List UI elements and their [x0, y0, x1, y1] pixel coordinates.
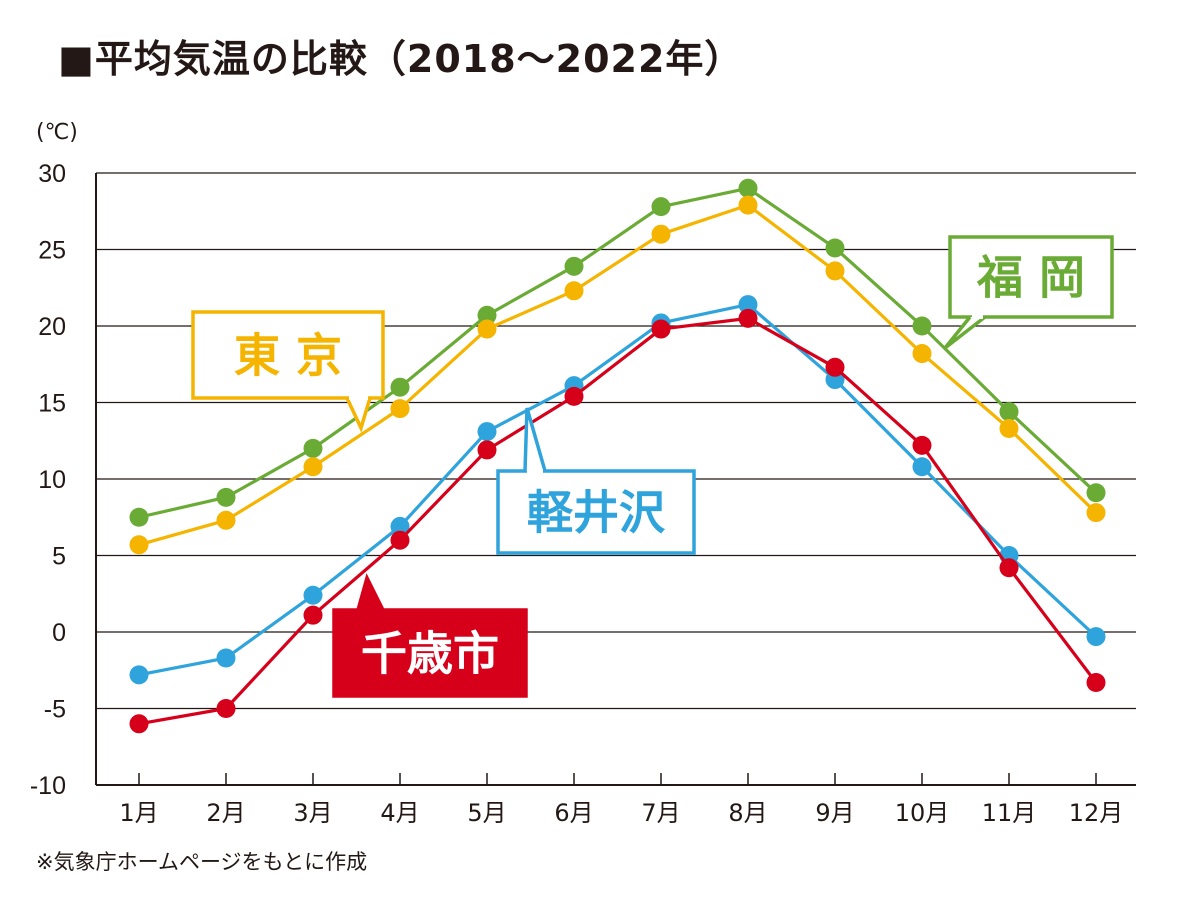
- data-point: [825, 238, 845, 258]
- data-point: [129, 507, 149, 527]
- data-point: [738, 295, 758, 315]
- callout-box: [496, 469, 696, 555]
- data-point: [216, 510, 236, 530]
- y-axis-unit-label: (℃): [36, 120, 78, 145]
- series-line: [138, 186, 1098, 519]
- data-point: [1086, 503, 1106, 523]
- data-point: [651, 319, 671, 339]
- data-point: [564, 281, 584, 301]
- data-point: [303, 585, 323, 605]
- x-tick-label: 1月: [119, 799, 158, 827]
- x-tick-label: 2月: [206, 799, 245, 827]
- series-line: [138, 302, 1098, 677]
- callout-pointer: [345, 397, 372, 433]
- y-tick-label: 5: [52, 543, 66, 571]
- data-point: [912, 435, 932, 455]
- data-point: [912, 344, 932, 364]
- callout-box: [332, 608, 528, 698]
- data-point: [129, 535, 149, 555]
- data-point: [477, 305, 497, 325]
- x-tick-label: 7月: [641, 799, 680, 827]
- series-label-text: 千歳市: [361, 627, 499, 681]
- data-point: [303, 605, 323, 625]
- data-point: [390, 377, 410, 397]
- y-tick-label: 25: [38, 237, 66, 265]
- x-tick-label: 9月: [815, 799, 854, 827]
- x-tick-label: 11月: [982, 799, 1037, 827]
- x-tick-label: 4月: [380, 799, 419, 827]
- data-point: [912, 316, 932, 336]
- callout-box: [948, 235, 1114, 319]
- data-point: [477, 440, 497, 460]
- data-point: [477, 422, 497, 442]
- data-point: [999, 558, 1019, 578]
- series-label-callout: 千歳市: [332, 573, 528, 698]
- data-point: [129, 665, 149, 685]
- x-tick-label: 10月: [895, 799, 950, 827]
- data-point: [825, 261, 845, 281]
- data-point: [738, 195, 758, 215]
- x-tick-label: 3月: [293, 799, 332, 827]
- series-label-text: 東 京: [234, 329, 342, 383]
- y-tick-label: 10: [38, 466, 66, 494]
- data-point: [477, 319, 497, 339]
- chart-title: ■平均気温の比較（2018〜2022年）: [58, 37, 744, 81]
- data-point: [1086, 627, 1106, 647]
- data-point: [216, 699, 236, 718]
- data-point: [129, 714, 149, 734]
- data-point: [303, 457, 323, 477]
- y-tick-label: 15: [38, 390, 66, 418]
- data-point: [651, 224, 671, 244]
- series-line: [138, 203, 1098, 547]
- data-point: [999, 419, 1019, 439]
- callout-pointer: [356, 573, 385, 611]
- callout-pointer: [523, 407, 547, 472]
- y-tick-label: 30: [38, 160, 66, 188]
- series-label-text: 軽井沢: [527, 486, 666, 540]
- x-tick-label: 5月: [467, 799, 506, 827]
- y-tick-label: -5: [44, 696, 66, 724]
- data-point: [564, 256, 584, 276]
- series-label-callout: 東 京: [191, 310, 385, 433]
- series-label-text: 福 岡: [976, 251, 1085, 305]
- data-point: [390, 399, 410, 419]
- x-tick-label: 6月: [554, 799, 593, 827]
- data-point: [390, 516, 410, 536]
- x-tick-label: 8月: [728, 799, 767, 827]
- callout-box: [191, 310, 385, 400]
- data-point: [1086, 483, 1106, 503]
- data-point: [738, 308, 758, 328]
- data-point: [999, 402, 1019, 422]
- x-tick-label: 12月: [1069, 799, 1124, 827]
- source-note: ※気象庁ホームページをもとに作成: [36, 850, 368, 874]
- series-line: [138, 316, 1098, 726]
- data-point: [1086, 672, 1106, 692]
- y-tick-label: -10: [30, 772, 66, 800]
- y-tick-label: 0: [52, 619, 66, 647]
- callout-pointer: [943, 315, 987, 350]
- data-point: [825, 357, 845, 377]
- series-label-callout: 軽井沢: [496, 407, 696, 555]
- data-point: [912, 457, 932, 477]
- y-tick-label: 20: [38, 313, 66, 341]
- series-label-callout: 福 岡: [943, 235, 1114, 350]
- data-point: [738, 178, 758, 198]
- data-point: [390, 530, 410, 550]
- data-point: [216, 648, 236, 668]
- data-point: [303, 438, 323, 458]
- data-point: [651, 197, 671, 217]
- data-point: [564, 386, 584, 406]
- data-point: [216, 487, 236, 507]
